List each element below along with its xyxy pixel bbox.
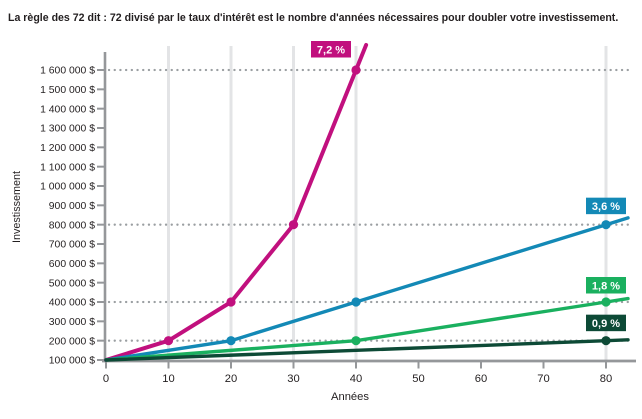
rate-label-box-7,2 % bbox=[311, 41, 351, 58]
y-tick-label: 100 000 $ bbox=[49, 356, 95, 367]
rate-label-boxes: 7,2 % 3,6 % 1,8 % 0,9 % bbox=[311, 41, 626, 332]
y-axis-title: Investissement bbox=[11, 171, 23, 243]
x-tick-label: 60 bbox=[475, 373, 487, 385]
rate-label-text: 3,6 % bbox=[592, 201, 620, 213]
y-tick-label: 800 000 $ bbox=[49, 220, 95, 231]
dotted-doubling-lines bbox=[107, 68, 634, 342]
y-tick-label: 200 000 $ bbox=[49, 336, 95, 347]
marker-1,8 % bbox=[351, 336, 361, 346]
rate-label-text: 1,8 % bbox=[592, 281, 620, 293]
series-line-1,8 % bbox=[104, 296, 630, 362]
tick-marks-and-labels: 100 000 $ 200 000 $ 300 000 $ 400 000 $ 500 … bbox=[40, 66, 612, 385]
data-point-markers bbox=[163, 65, 611, 346]
y-tick-label: 300 000 $ bbox=[49, 317, 95, 328]
marker-0,9 % bbox=[601, 336, 611, 346]
x-tick-label: 20 bbox=[225, 373, 237, 385]
x-tick-label: 50 bbox=[412, 373, 424, 385]
marker-1,8 % bbox=[601, 297, 611, 307]
x-axis-title: Années bbox=[331, 391, 369, 403]
marker-3,6 % bbox=[351, 297, 361, 307]
axes bbox=[102, 52, 636, 363]
marker-3,6 % bbox=[601, 220, 611, 230]
x-tick-label: 30 bbox=[287, 373, 299, 385]
marker-7,2 % bbox=[163, 336, 174, 346]
rate-label-text: 0,9 % bbox=[592, 318, 620, 330]
chart-title: La règle des 72 dit : 72 divisé par le t… bbox=[8, 12, 619, 24]
series-line-7,2 % bbox=[104, 43, 369, 362]
y-tick-label: 500 000 $ bbox=[49, 278, 95, 289]
x-tick-label: 40 bbox=[350, 373, 362, 385]
y-tick-label: 1 100 000 $ bbox=[40, 162, 95, 173]
y-tick-label: 1 600 000 $ bbox=[40, 66, 95, 77]
marker-3,6 % bbox=[226, 336, 236, 346]
x-tick-label: 10 bbox=[162, 373, 174, 385]
y-tick-label: 1 500 000 $ bbox=[40, 85, 95, 96]
series-lines bbox=[104, 43, 630, 362]
marker-7,2 % bbox=[351, 65, 361, 75]
x-tick-label: 0 bbox=[103, 373, 109, 385]
rate-label-box-1,8 % bbox=[586, 277, 626, 294]
series-line-0,9 % bbox=[104, 338, 630, 362]
y-tick-label: 1 400 000 $ bbox=[40, 104, 95, 115]
y-tick-label: 400 000 $ bbox=[49, 298, 95, 309]
y-tick-label: 1 300 000 $ bbox=[40, 124, 95, 135]
y-tick-label: 1 200 000 $ bbox=[40, 143, 95, 154]
y-tick-label: 1 000 000 $ bbox=[40, 182, 95, 193]
rate-label-box-0,9 % bbox=[586, 314, 626, 332]
rate-label-box-3,6 % bbox=[586, 197, 626, 215]
y-tick-label: 900 000 $ bbox=[49, 201, 95, 212]
rate-label-text: 7,2 % bbox=[317, 45, 345, 57]
x-tick-label: 70 bbox=[537, 373, 549, 385]
x-tick-label: 80 bbox=[600, 373, 612, 385]
y-tick-label: 600 000 $ bbox=[49, 259, 95, 270]
y-tick-label: 700 000 $ bbox=[49, 240, 95, 251]
marker-7,2 % bbox=[288, 220, 299, 230]
marker-7,2 % bbox=[226, 297, 236, 307]
